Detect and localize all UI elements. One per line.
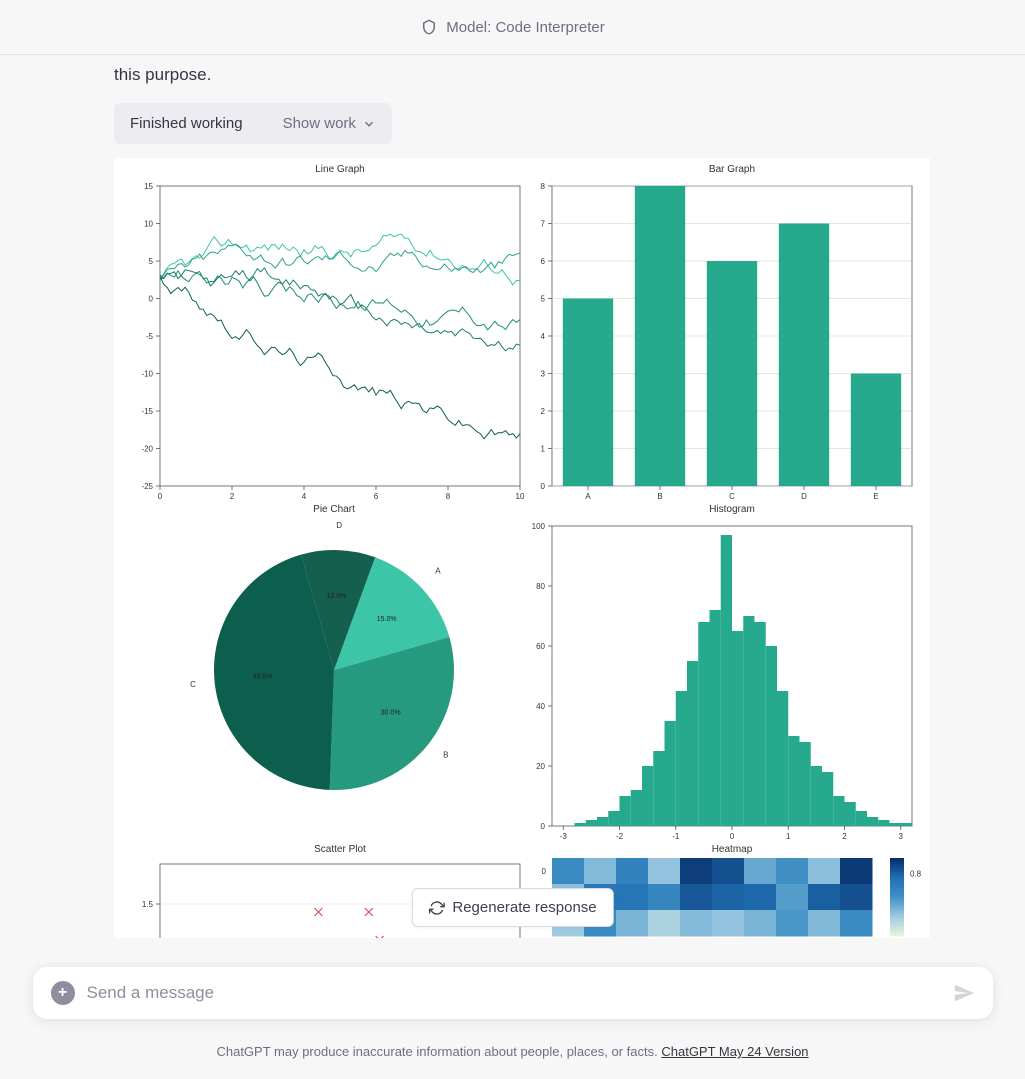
svg-text:-1: -1 bbox=[672, 832, 680, 841]
regenerate-label: Regenerate response bbox=[452, 899, 596, 916]
svg-text:0: 0 bbox=[158, 492, 163, 501]
disclaimer-footer: ChatGPT may produce inaccurate informati… bbox=[0, 1044, 1025, 1059]
svg-text:-10: -10 bbox=[141, 370, 153, 379]
svg-text:-3: -3 bbox=[560, 832, 568, 841]
message-input[interactable] bbox=[87, 983, 941, 1003]
svg-text:100: 100 bbox=[532, 522, 546, 531]
svg-text:-25: -25 bbox=[141, 482, 153, 491]
svg-text:Bar Graph: Bar Graph bbox=[709, 164, 755, 175]
svg-text:0: 0 bbox=[541, 822, 546, 831]
svg-text:B: B bbox=[657, 492, 662, 501]
show-work-toggle[interactable]: Show work bbox=[283, 115, 376, 132]
message-text: this purpose. bbox=[114, 55, 911, 103]
svg-text:-5: -5 bbox=[146, 332, 154, 341]
svg-text:-2: -2 bbox=[616, 832, 624, 841]
svg-text:D: D bbox=[801, 492, 807, 501]
regenerate-button[interactable]: Regenerate response bbox=[411, 888, 613, 927]
version-link[interactable]: ChatGPT May 24 Version bbox=[661, 1044, 808, 1059]
svg-text:20: 20 bbox=[536, 762, 545, 771]
svg-text:2: 2 bbox=[842, 832, 847, 841]
svg-text:10: 10 bbox=[144, 220, 153, 229]
svg-text:0: 0 bbox=[541, 482, 546, 491]
svg-text:45.0%: 45.0% bbox=[253, 674, 273, 681]
svg-text:1: 1 bbox=[541, 445, 546, 454]
svg-text:7: 7 bbox=[541, 220, 546, 229]
work-status-pill[interactable]: Finished working Show work bbox=[114, 103, 392, 144]
svg-text:0: 0 bbox=[542, 867, 547, 876]
svg-text:-15: -15 bbox=[141, 407, 153, 416]
svg-text:30.0%: 30.0% bbox=[381, 709, 401, 716]
svg-text:10.0%: 10.0% bbox=[327, 593, 347, 600]
svg-text:2: 2 bbox=[541, 407, 546, 416]
svg-text:5: 5 bbox=[149, 257, 154, 266]
svg-text:Heatmap: Heatmap bbox=[712, 844, 753, 855]
svg-text:4: 4 bbox=[302, 492, 307, 501]
svg-text:60: 60 bbox=[536, 642, 545, 651]
model-icon bbox=[420, 18, 438, 36]
svg-text:B: B bbox=[443, 751, 448, 760]
svg-text:Histogram: Histogram bbox=[709, 504, 755, 515]
add-attachment-button[interactable]: + bbox=[51, 981, 75, 1005]
svg-text:A: A bbox=[585, 492, 591, 501]
work-status-label: Finished working bbox=[130, 115, 243, 132]
svg-text:2: 2 bbox=[230, 492, 235, 501]
svg-text:4: 4 bbox=[541, 332, 546, 341]
refresh-icon bbox=[428, 900, 444, 916]
svg-text:1.5: 1.5 bbox=[142, 900, 154, 909]
svg-text:80: 80 bbox=[536, 582, 545, 591]
svg-text:10: 10 bbox=[516, 492, 525, 501]
svg-text:5: 5 bbox=[541, 295, 546, 304]
svg-text:0: 0 bbox=[149, 295, 154, 304]
svg-text:8: 8 bbox=[541, 182, 546, 191]
message-input-bar: + bbox=[33, 967, 993, 1019]
model-header: Model: Code Interpreter bbox=[0, 0, 1025, 55]
svg-text:8: 8 bbox=[446, 492, 451, 501]
svg-text:-20: -20 bbox=[141, 445, 153, 454]
svg-text:Line Graph: Line Graph bbox=[315, 164, 364, 175]
svg-text:C: C bbox=[190, 680, 196, 689]
svg-text:Pie Chart: Pie Chart bbox=[313, 504, 355, 515]
chevron-down-icon bbox=[362, 117, 376, 131]
svg-text:40: 40 bbox=[536, 702, 545, 711]
svg-text:D: D bbox=[336, 521, 342, 530]
send-icon[interactable] bbox=[953, 982, 975, 1004]
svg-text:0: 0 bbox=[730, 832, 735, 841]
svg-text:C: C bbox=[729, 492, 735, 501]
svg-text:0.8: 0.8 bbox=[910, 870, 922, 879]
svg-text:6: 6 bbox=[541, 257, 546, 266]
svg-text:15: 15 bbox=[144, 182, 153, 191]
svg-text:Scatter Plot: Scatter Plot bbox=[314, 844, 366, 855]
svg-text:E: E bbox=[873, 492, 878, 501]
figure-output: Line Graph0246810-25-20-15-10-5051015Bar… bbox=[114, 158, 930, 938]
svg-text:1: 1 bbox=[786, 832, 791, 841]
svg-text:3: 3 bbox=[899, 832, 904, 841]
svg-text:3: 3 bbox=[541, 370, 546, 379]
model-label: Model: Code Interpreter bbox=[446, 19, 604, 36]
disclaimer-text: ChatGPT may produce inaccurate informati… bbox=[216, 1044, 661, 1059]
svg-text:6: 6 bbox=[374, 492, 379, 501]
svg-text:15.0%: 15.0% bbox=[377, 616, 397, 623]
svg-text:A: A bbox=[435, 566, 441, 575]
